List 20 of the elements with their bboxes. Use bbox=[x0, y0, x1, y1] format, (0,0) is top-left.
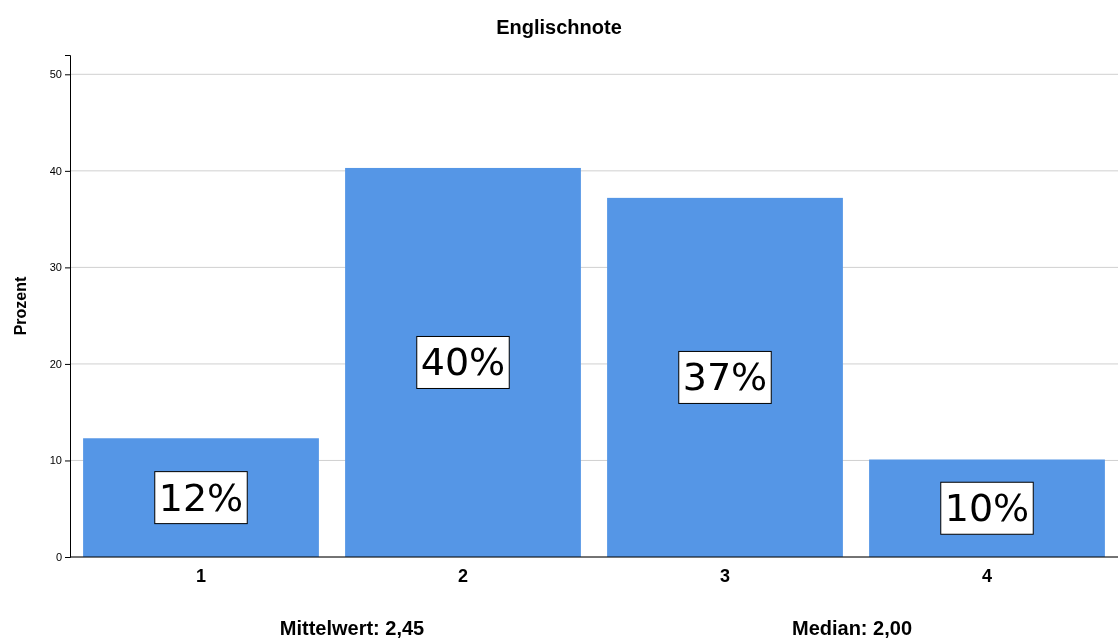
x-tick-label: 1 bbox=[195, 565, 207, 586]
y-tick-label: 10 bbox=[49, 454, 62, 467]
y-tick-label: 0 bbox=[55, 551, 62, 564]
x-tick-label: 2 bbox=[457, 565, 469, 586]
y-axis-title: Prozent bbox=[12, 275, 29, 336]
data-label: 37% bbox=[682, 355, 768, 400]
bar bbox=[345, 167, 581, 557]
bar bbox=[607, 197, 843, 557]
data-label: 10% bbox=[944, 486, 1030, 531]
y-tick-label: 50 bbox=[49, 68, 62, 81]
x-tick-label: 4 bbox=[981, 565, 993, 586]
y-tick-label: 30 bbox=[49, 261, 62, 274]
text: Median: 2,00 bbox=[791, 617, 913, 639]
y-tick-label: 20 bbox=[49, 357, 62, 370]
x-tick-label: 3 bbox=[719, 565, 731, 586]
text: Mittelwert: 2,45 bbox=[279, 617, 425, 639]
data-label: 40% bbox=[420, 340, 506, 385]
chart-title: Englischnote bbox=[496, 16, 622, 38]
y-tick-label: 40 bbox=[49, 164, 62, 177]
data-label: 12% bbox=[158, 475, 244, 520]
